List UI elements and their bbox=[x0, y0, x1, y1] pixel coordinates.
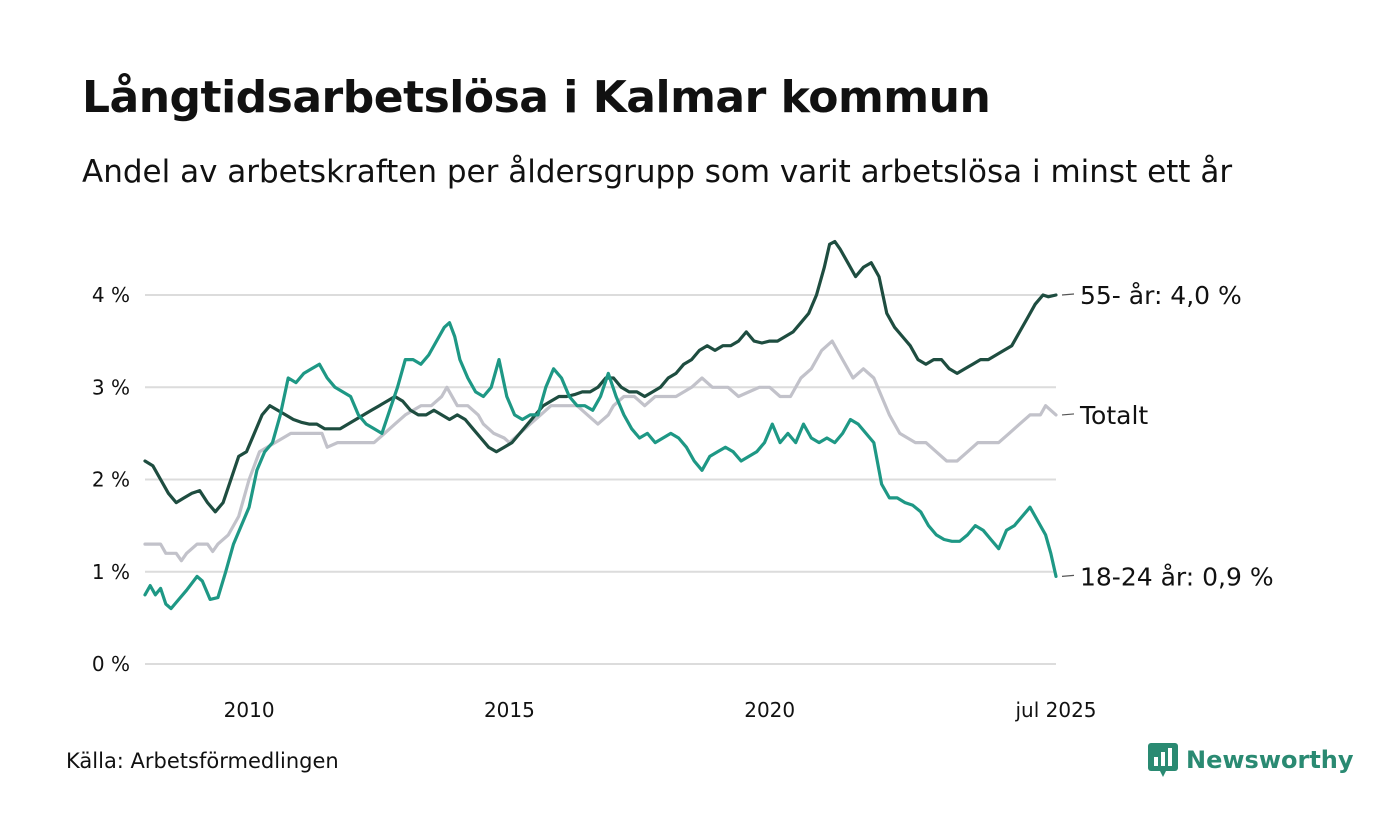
end-label-connector bbox=[1061, 413, 1075, 416]
series-end-label: Totalt bbox=[1079, 401, 1148, 430]
brand-logo: Newsworthy bbox=[1148, 743, 1354, 777]
series-line bbox=[143, 321, 1058, 611]
brand-name: Newsworthy bbox=[1186, 746, 1354, 774]
series-line bbox=[143, 339, 1058, 563]
x-tick-label: 2020 bbox=[744, 698, 795, 722]
chart-title: Långtidsarbetslösa i Kalmar kommun bbox=[82, 72, 991, 123]
chart-subtitle: Andel av arbetskraften per åldersgrupp s… bbox=[82, 154, 1233, 190]
y-tick-label: 2 % bbox=[92, 468, 130, 492]
y-tick-label: 1 % bbox=[92, 560, 130, 584]
x-tick-label: 2010 bbox=[224, 698, 275, 722]
line-chart: 0 % 1 % 2 % 3 % 4 % 2010 2015 2020 jul 2025 Total… bbox=[92, 239, 1274, 722]
bar-chart-icon bbox=[1148, 743, 1178, 777]
end-label-connector bbox=[1061, 574, 1075, 577]
series-line bbox=[143, 239, 1058, 514]
series-end-label: 18-24 år: 0,9 % bbox=[1080, 562, 1274, 591]
y-tick-label: 4 % bbox=[92, 283, 130, 307]
y-tick-label: 0 % bbox=[92, 652, 130, 676]
end-label-connector bbox=[1061, 293, 1075, 296]
x-tick-label: 2015 bbox=[484, 698, 535, 722]
source-note: Källa: Arbetsförmedlingen bbox=[66, 749, 339, 773]
x-tick-label: jul 2025 bbox=[1014, 698, 1096, 722]
y-tick-label: 3 % bbox=[92, 375, 130, 399]
series-end-label: 55- år: 4,0 % bbox=[1080, 281, 1242, 310]
